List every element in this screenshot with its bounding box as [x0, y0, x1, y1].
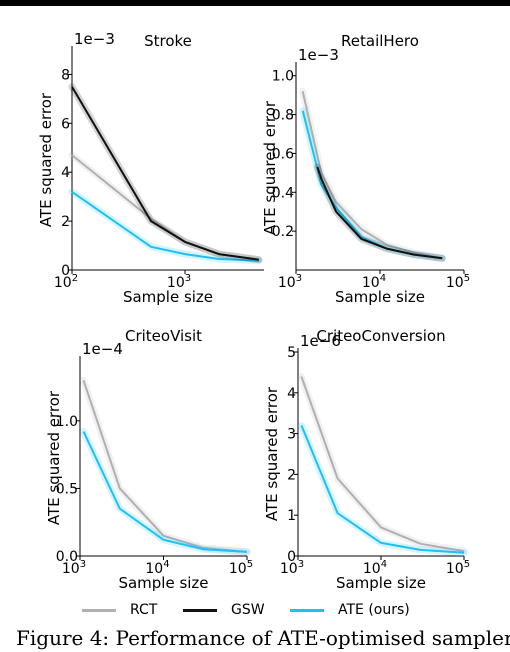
legend-label-rct: RCT [130, 602, 158, 618]
y-tick-label: 5 [287, 345, 296, 361]
x-tick-label: 103 [278, 273, 302, 291]
x-tick-label: 102 [54, 273, 78, 291]
series-line-rct [301, 91, 443, 260]
y-tick-label: 0.2 [272, 224, 294, 240]
y-tick-label: 1.0 [272, 69, 294, 85]
legend-swatch-rct [82, 608, 116, 612]
y-tick-label: 1.0 [56, 414, 78, 430]
panel-title: RetailHero [341, 32, 419, 50]
legend-label-gsw: GSW [231, 602, 265, 618]
series-band-rct [297, 373, 468, 555]
panel-title: CriteoVisit [125, 327, 202, 345]
legend-item-ate: ATE (ours) [290, 598, 410, 622]
x-tick-label: 103 [280, 559, 304, 577]
y-tick-label: 0 [287, 549, 296, 565]
y-tick-label: 0.6 [272, 146, 294, 162]
panel-title: CriteoConversion [316, 327, 445, 345]
legend-item-gsw: GSW [183, 598, 265, 622]
series-line-ate-ours [300, 425, 465, 554]
legend-label-ate: ATE (ours) [338, 602, 410, 618]
figure-caption: Figure 4: Performance of ATE-optimised s… [16, 626, 510, 650]
x-axis-label: Sample size [336, 574, 426, 592]
y-tick-label: 2 [61, 214, 70, 230]
y-tick-label: 0.0 [56, 549, 78, 565]
x-tick-label: 105 [446, 559, 470, 577]
x-tick-label: 104 [362, 273, 386, 291]
x-tick-label: 103 [167, 273, 191, 291]
x-tick-label: 105 [229, 559, 253, 577]
legend-swatch-ate [290, 608, 324, 612]
axis-multiplier: 1e−4 [82, 340, 123, 358]
series-line-ate-ours [71, 190, 259, 262]
x-tick-label: 104 [145, 559, 169, 577]
series-line-ate-ours [82, 431, 248, 553]
y-tick-label: 4 [61, 165, 70, 181]
series-line-rct [300, 376, 465, 553]
series-line-gsw [316, 166, 443, 260]
x-axis-label: Sample size [118, 574, 208, 592]
y-axis-label: ATE squared error [45, 390, 63, 525]
x-tick-label: 104 [363, 559, 387, 577]
x-axis-label: Sample size [335, 288, 425, 306]
y-axis-label: ATE squared error [37, 92, 55, 227]
x-tick-label: 103 [62, 559, 86, 577]
axis-multiplier: 1e−3 [298, 46, 339, 64]
x-axis-label: Sample size [123, 288, 213, 306]
series-line-rct [82, 379, 248, 553]
legend-swatch-gsw [183, 608, 217, 612]
y-tick-label: 6 [61, 116, 70, 132]
y-tick-label: 3 [287, 427, 296, 443]
y-tick-label: 0.5 [56, 481, 78, 497]
top-rule [0, 0, 510, 6]
x-tick-label: 105 [446, 273, 470, 291]
y-tick-label: 0.4 [272, 185, 294, 201]
panel-title: Stroke [144, 32, 192, 50]
y-tick-label: 8 [61, 67, 70, 83]
series-band-rct [80, 376, 251, 556]
y-tick-label: 2 [287, 467, 296, 483]
y-tick-label: 4 [287, 386, 296, 402]
legend-item-rct: RCT [82, 598, 157, 622]
axis-multiplier: 1e−3 [74, 30, 115, 48]
series-line-gsw [71, 86, 259, 261]
legend: RCT GSW ATE (ours) [0, 598, 510, 622]
y-axis-label: ATE squared error [261, 100, 279, 235]
y-tick-label: 0 [61, 263, 70, 279]
y-axis-label: ATE squared error [263, 386, 281, 521]
y-tick-label: 1 [287, 508, 296, 524]
axis-multiplier: 1e−6 [300, 332, 341, 350]
y-tick-label: 0.8 [272, 108, 294, 124]
